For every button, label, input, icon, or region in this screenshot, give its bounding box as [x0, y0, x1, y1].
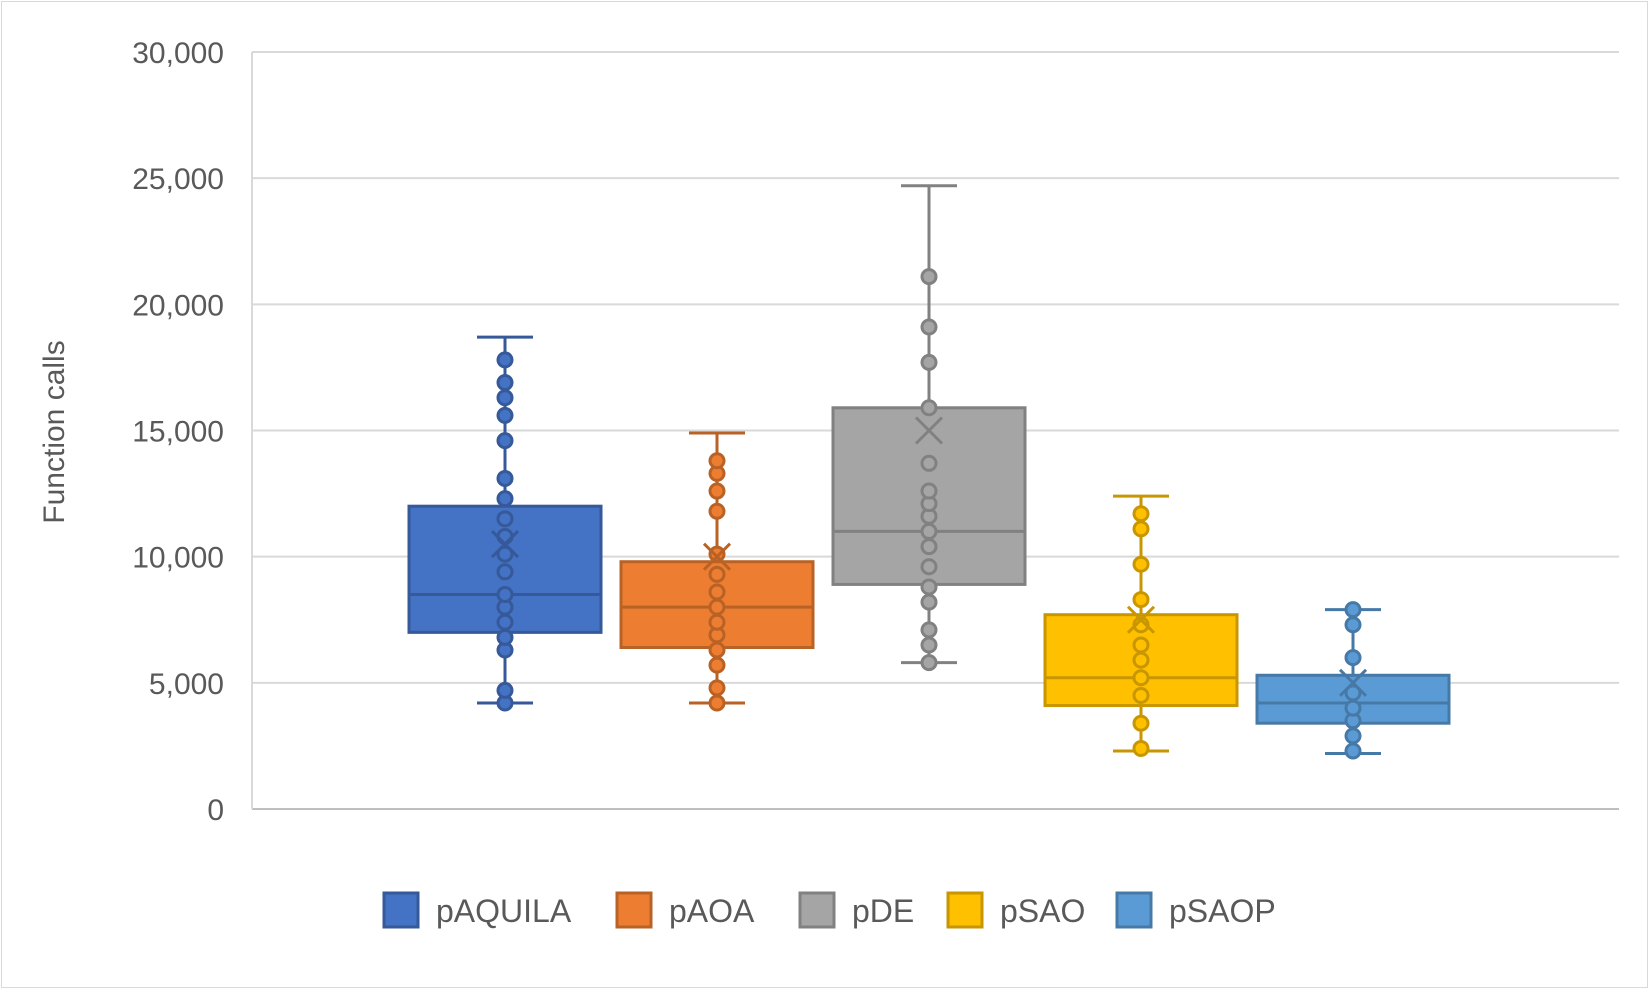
legend-label: pAOA [669, 893, 755, 929]
box-pAQUILA [407, 335, 603, 712]
y-tick-label: 30,000 [132, 37, 224, 70]
data-point [496, 545, 514, 563]
y-tick-label: 0 [207, 794, 224, 827]
data-point [920, 654, 938, 672]
data-point [920, 621, 938, 639]
legend-swatch-pAOA [615, 891, 653, 929]
data-point [1132, 686, 1150, 704]
data-point [920, 353, 938, 371]
data-point [708, 583, 726, 601]
data-point [496, 681, 514, 699]
data-point [920, 593, 938, 611]
mean-marker [914, 416, 944, 445]
data-point [496, 432, 514, 450]
y-axis-title: Function calls [38, 340, 71, 523]
box-pAOA [619, 431, 815, 712]
mean-marker [1338, 668, 1368, 697]
data-point [1344, 616, 1362, 634]
data-point [920, 636, 938, 654]
box-pSAO [1043, 494, 1239, 757]
data-point [1132, 520, 1150, 538]
mean-marker [702, 542, 732, 571]
legend-label: pAQUILA [436, 893, 572, 929]
data-point [920, 522, 938, 540]
data-point [496, 586, 514, 604]
y-tick-label: 5,000 [149, 668, 224, 701]
legend: pAQUILA pAOA pDE pSAO pSAOP [382, 891, 1276, 929]
data-point [1132, 739, 1150, 757]
data-point [496, 374, 514, 392]
box-pSAOP [1255, 601, 1451, 760]
data-point [708, 641, 726, 659]
box-pDE [831, 184, 1027, 672]
data-point [496, 563, 514, 581]
data-point [1132, 669, 1150, 687]
data-point [708, 694, 726, 712]
data-point [708, 656, 726, 674]
data-point [708, 598, 726, 616]
data-point [496, 389, 514, 407]
data-point [708, 565, 726, 583]
data-point [708, 679, 726, 697]
legend-swatch-pAQUILA [382, 891, 420, 929]
legend-swatch-pSAO [946, 891, 984, 929]
data-point [1344, 649, 1362, 667]
box-series [407, 184, 1451, 760]
data-point [496, 527, 514, 545]
data-point [708, 502, 726, 520]
data-point [1132, 714, 1150, 732]
data-point [708, 545, 726, 563]
data-point [920, 399, 938, 417]
data-point [496, 510, 514, 528]
legend-swatch-pDE [798, 891, 836, 929]
y-axis-tick-labels: 0 5,000 10,000 15,000 20,000 25,000 30,000 [132, 37, 224, 827]
data-point [1344, 727, 1362, 745]
data-point [1344, 699, 1362, 717]
data-point [920, 578, 938, 596]
data-point [1344, 742, 1362, 760]
data-point [708, 452, 726, 470]
data-point [920, 482, 938, 500]
data-point [920, 538, 938, 556]
data-point [496, 628, 514, 646]
legend-swatch-pSAOP [1115, 891, 1153, 929]
data-point [920, 318, 938, 336]
data-point [1132, 505, 1150, 523]
data-point [1132, 651, 1150, 669]
data-point [496, 490, 514, 508]
data-point [1132, 555, 1150, 573]
data-point [708, 613, 726, 631]
data-point [920, 268, 938, 286]
data-point [496, 351, 514, 369]
data-point [496, 469, 514, 487]
data-point [1132, 636, 1150, 654]
data-point [496, 613, 514, 631]
legend-label: pDE [852, 893, 914, 929]
mean-marker [490, 529, 520, 559]
data-point [708, 482, 726, 500]
y-tick-label: 10,000 [132, 542, 224, 575]
legend-label: pSAOP [1169, 893, 1276, 929]
data-point [920, 558, 938, 576]
data-point [1132, 591, 1150, 609]
mean-marker [1126, 605, 1156, 634]
data-point [1344, 601, 1362, 619]
data-point [496, 406, 514, 424]
y-tick-label: 25,000 [132, 163, 224, 196]
data-point [1344, 684, 1362, 702]
legend-label: pSAO [1000, 893, 1085, 929]
y-tick-label: 15,000 [132, 416, 224, 449]
y-tick-label: 20,000 [132, 289, 224, 322]
data-point [920, 454, 938, 472]
